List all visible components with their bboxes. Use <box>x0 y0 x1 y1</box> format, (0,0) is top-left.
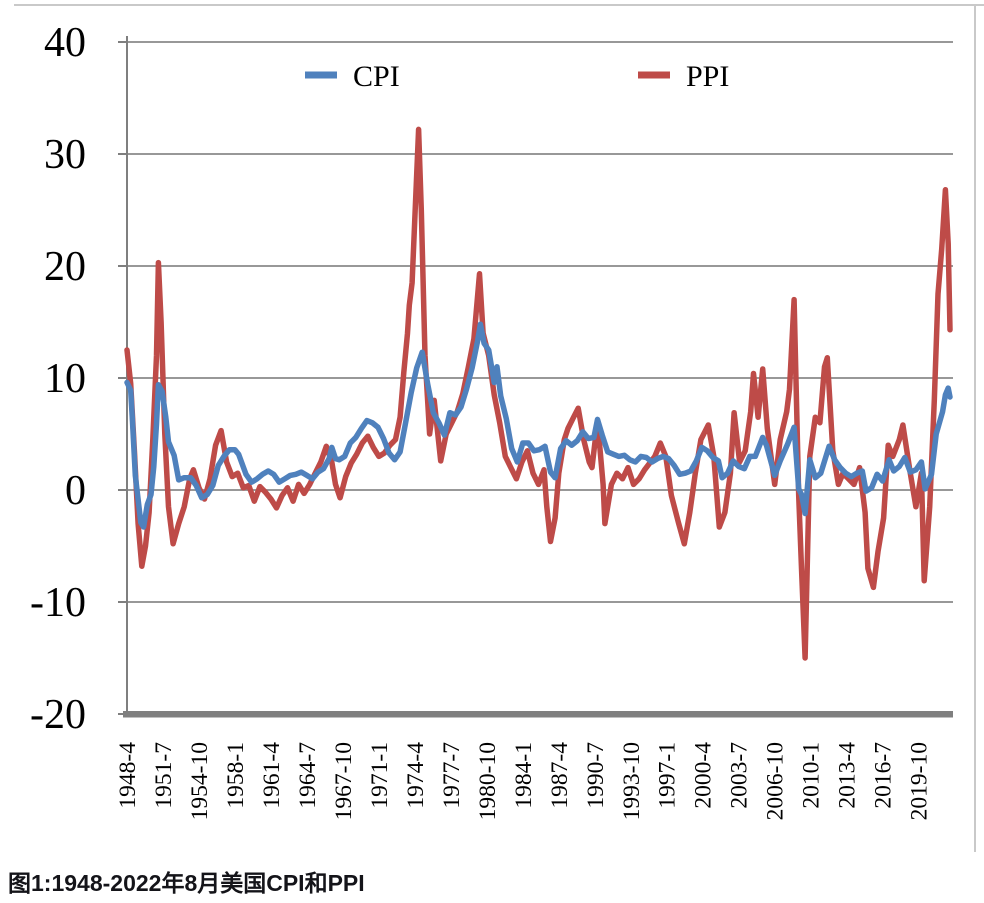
x-tick-label: 1974-4 <box>403 742 429 809</box>
x-tick-label: 1958-1 <box>223 742 249 809</box>
x-tick-label: 2019-10 <box>907 742 933 820</box>
cpi-ppi-line-chart: 40 30 20 10 0 -10 -20 1948-4 1951-7 1954-10 1958-1… <box>30 20 953 820</box>
x-tick-label: 1980-10 <box>475 742 501 820</box>
x-tick-label: 1948-4 <box>115 742 141 809</box>
page-top-border <box>14 4 984 6</box>
x-tick-label: 1954-10 <box>187 742 213 820</box>
page-right-border <box>974 4 976 852</box>
x-tick-label: 1997-1 <box>655 742 681 809</box>
cpi-ppi-chart-area: 40 30 20 10 0 -10 -20 1948-4 1951-7 1954-10 1958-1… <box>30 20 953 820</box>
x-tick-label: 1984-1 <box>511 742 537 809</box>
x-tick-label: 1961-4 <box>259 742 285 809</box>
y-tick-label: 20 <box>44 244 86 290</box>
x-tick-label: 2016-7 <box>871 742 897 809</box>
cpi-line <box>124 321 953 530</box>
figure-caption: 图1:1948-2022年8月美国CPI和PPI <box>8 870 365 896</box>
legend-label-cpi: CPI <box>353 60 400 93</box>
legend-label-ppi: PPI <box>686 60 729 93</box>
x-tick-label: 2000-4 <box>691 742 717 809</box>
x-tick-label: 2010-1 <box>799 742 825 809</box>
x-tick-label: 1951-7 <box>151 742 177 809</box>
y-tick-label: 0 <box>65 468 86 514</box>
y-tick-label: -10 <box>30 580 86 626</box>
x-tick-label: 2006-10 <box>763 742 789 820</box>
ppi-line <box>124 126 953 661</box>
x-tick-label: 1993-10 <box>619 742 645 820</box>
y-tick-label: 10 <box>44 356 86 402</box>
y-tick-label: 30 <box>44 132 86 178</box>
x-tick-label: 1990-7 <box>583 742 609 809</box>
x-axis-baseline <box>123 711 953 718</box>
x-tick-label: 1964-7 <box>295 742 321 809</box>
x-tick-label: 1967-10 <box>331 742 357 820</box>
y-tick-label: -20 <box>30 692 86 738</box>
x-tick-label: 1977-7 <box>439 742 465 809</box>
x-tick-label: 2003-7 <box>727 742 753 809</box>
x-tick-label: 1971-1 <box>367 742 393 809</box>
y-tick-label: 40 <box>44 20 86 66</box>
x-tick-label: 2013-4 <box>835 742 861 809</box>
x-tick-label: 1987-4 <box>547 742 573 809</box>
